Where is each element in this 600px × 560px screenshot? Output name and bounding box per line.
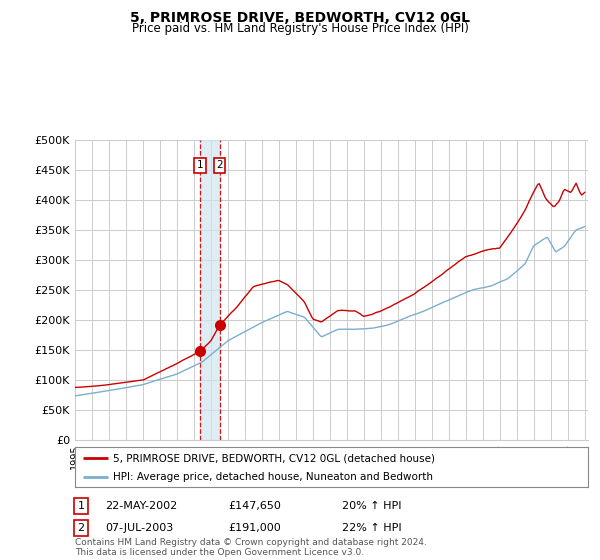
Text: 2: 2 (77, 523, 85, 533)
Text: 07-JUL-2003: 07-JUL-2003 (105, 523, 173, 533)
Text: £147,650: £147,650 (228, 501, 281, 511)
Text: Contains HM Land Registry data © Crown copyright and database right 2024.
This d: Contains HM Land Registry data © Crown c… (75, 538, 427, 557)
Text: 2: 2 (216, 160, 223, 170)
Text: 1: 1 (77, 501, 85, 511)
Text: 1: 1 (197, 160, 203, 170)
Text: 5, PRIMROSE DRIVE, BEDWORTH, CV12 0GL (detached house): 5, PRIMROSE DRIVE, BEDWORTH, CV12 0GL (d… (113, 453, 436, 463)
Text: 22% ↑ HPI: 22% ↑ HPI (342, 523, 401, 533)
Text: HPI: Average price, detached house, Nuneaton and Bedworth: HPI: Average price, detached house, Nune… (113, 472, 433, 482)
Text: 5, PRIMROSE DRIVE, BEDWORTH, CV12 0GL: 5, PRIMROSE DRIVE, BEDWORTH, CV12 0GL (130, 11, 470, 25)
Text: 20% ↑ HPI: 20% ↑ HPI (342, 501, 401, 511)
Text: £191,000: £191,000 (228, 523, 281, 533)
Text: 22-MAY-2002: 22-MAY-2002 (105, 501, 177, 511)
Text: Price paid vs. HM Land Registry's House Price Index (HPI): Price paid vs. HM Land Registry's House … (131, 22, 469, 35)
Bar (200, 140, 220, 440)
